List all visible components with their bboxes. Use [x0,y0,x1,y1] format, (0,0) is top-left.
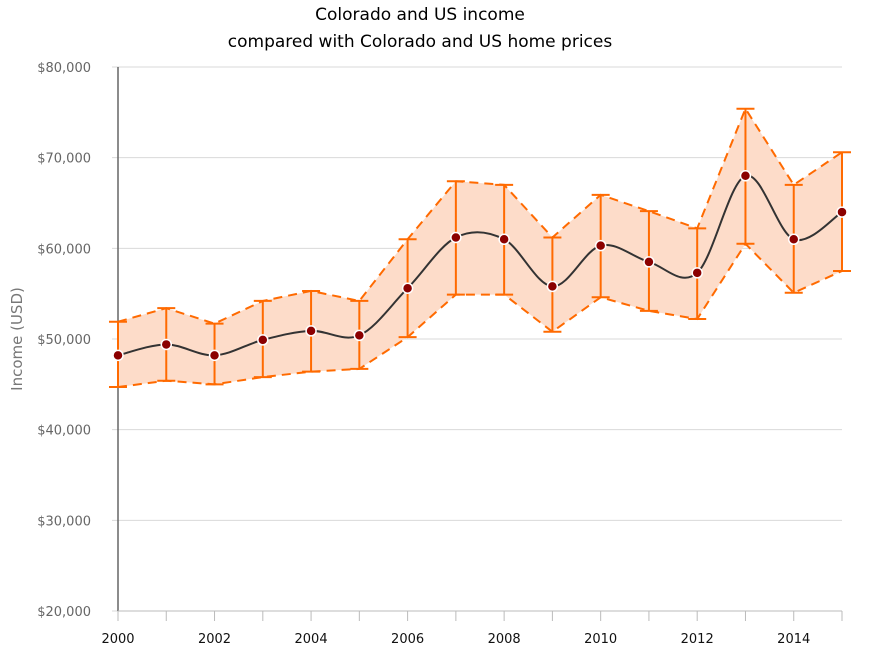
data-point [450,231,462,244]
data-point [257,334,269,346]
x-tick-label: 2002 [198,632,231,647]
x-tick-label: 2014 [777,632,810,647]
confidence-band [118,108,842,388]
data-point [691,267,703,279]
x-tick-label: 2006 [391,632,424,647]
lower-bound-line [117,242,843,389]
data-point [594,239,607,252]
chart-title-line1: Colorado and US income [315,5,525,25]
income-line [117,174,843,357]
y-axis-label: Income (USD) [8,287,26,391]
data-point [208,349,221,362]
data-point [836,206,848,218]
upper-bound-line [117,106,843,325]
y-tick-label: $20,000 [37,605,91,620]
chart-title-line2: compared with Colorado and US home price… [228,32,613,52]
data-point [643,256,655,268]
data-point [787,233,800,246]
y-tick-label: $40,000 [37,424,91,439]
data-point [401,282,414,294]
x-tick-label: 2000 [101,632,134,647]
data-point [353,329,366,342]
data-point [305,325,317,337]
y-tick-label: $80,000 [37,61,91,76]
x-tick-label: 2010 [584,632,617,647]
y-tick-label: $50,000 [37,333,91,348]
data-point [546,280,559,293]
data-point [739,170,752,182]
y-tick-label: $60,000 [37,242,91,257]
y-tick-label: $30,000 [37,514,91,529]
x-tick-label: 2004 [295,632,328,647]
data-point [112,349,124,362]
x-tick-label: 2012 [681,632,714,647]
data-point [160,338,173,351]
data-point [498,233,510,246]
x-tick-label: 2008 [488,632,521,647]
y-tick-label: $70,000 [37,152,91,167]
